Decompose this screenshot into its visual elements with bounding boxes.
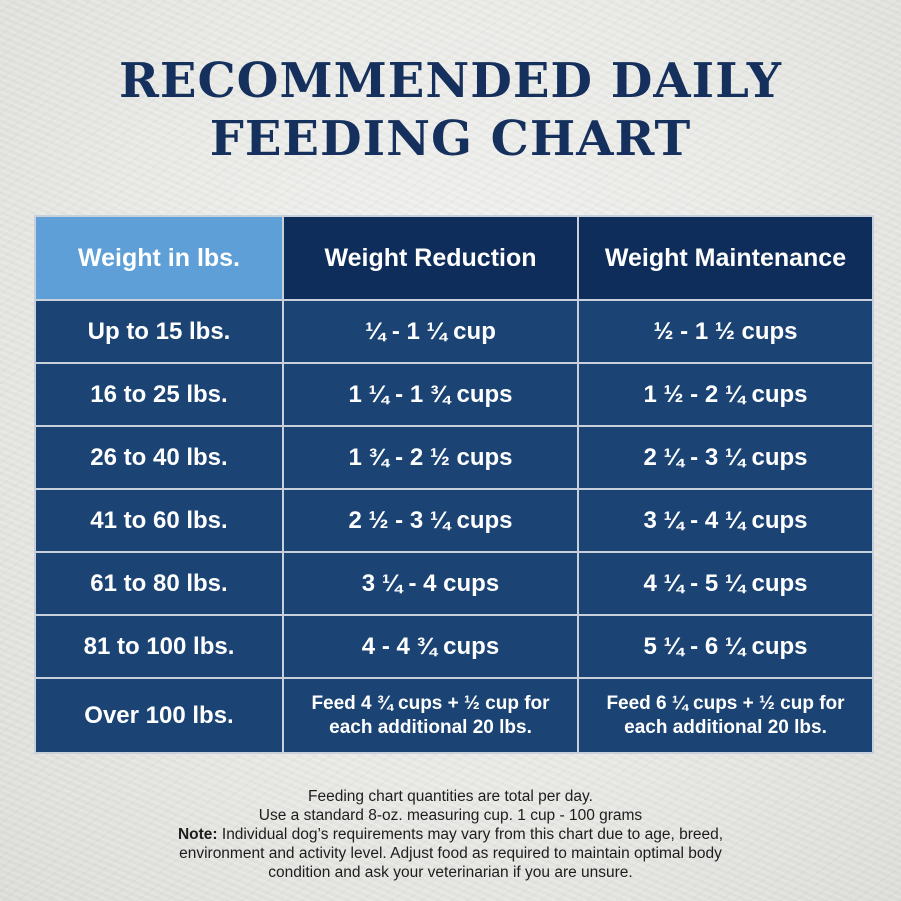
- table-row: 41 to 60 lbs. 2 ½ - 3 ¼ cups 3 ¼ - 4 ¼ c…: [34, 488, 874, 553]
- reduction-line-1: Feed 4 ¾ cups + ½ cup for: [311, 692, 550, 714]
- cell-maintenance: 4 ¼ - 5 ¼ cups: [577, 551, 874, 616]
- cell-maintenance: 1 ½ - 2 ¼ cups: [577, 362, 874, 427]
- table-row: Up to 15 lbs. ¼ - 1 ¼ cup ½ - 1 ½ cups: [34, 299, 874, 364]
- cell-weight: 81 to 100 lbs.: [34, 614, 284, 679]
- table-header-row: Weight in lbs. Weight Reduction Weight M…: [34, 215, 874, 301]
- cell-reduction: 2 ½ - 3 ¼ cups: [282, 488, 579, 553]
- cell-maintenance: 5 ¼ - 6 ¼ cups: [577, 614, 874, 679]
- cell-reduction: Feed 4 ¾ cups + ½ cup for each additiona…: [282, 677, 579, 754]
- table-row: 81 to 100 lbs. 4 - 4 ¾ cups 5 ¼ - 6 ¼ cu…: [34, 614, 874, 679]
- cell-weight: 26 to 40 lbs.: [34, 425, 284, 490]
- cell-weight: 41 to 60 lbs.: [34, 488, 284, 553]
- table-row: 26 to 40 lbs. 1 ¾ - 2 ½ cups 2 ¼ - 3 ¼ c…: [34, 425, 874, 490]
- cell-maintenance: Feed 6 ¼ cups + ½ cup for each additiona…: [577, 677, 874, 754]
- reduction-line-2: each additional 20 lbs.: [329, 716, 532, 738]
- maintenance-line-1: Feed 6 ¼ cups + ½ cup for: [606, 692, 845, 714]
- title-line-1: RECOMMENDED DAILY: [118, 53, 783, 109]
- header-weight-maintenance: Weight Maintenance: [577, 215, 874, 301]
- cell-weight: Up to 15 lbs.: [34, 299, 284, 364]
- footer-note: Feeding chart quantities are total per d…: [0, 787, 901, 882]
- note-text-1: Individual dog’s requirements may vary f…: [217, 826, 724, 843]
- note-label: Note:: [177, 826, 218, 843]
- cell-reduction: 1 ¼ - 1 ¾ cups: [282, 362, 579, 427]
- table-row: 16 to 25 lbs. 1 ¼ - 1 ¾ cups 1 ½ - 2 ¼ c…: [34, 362, 874, 427]
- footer-note-line-1: Note: Individual dog’s requirements may …: [0, 825, 901, 844]
- cell-reduction: 3 ¼ - 4 cups: [282, 551, 579, 616]
- cell-maintenance: ½ - 1 ½ cups: [577, 299, 874, 364]
- cell-maintenance: 3 ¼ - 4 ¼ cups: [577, 488, 874, 553]
- footer-line-2: Use a standard 8-oz. measuring cup. 1 cu…: [258, 807, 643, 824]
- header-weight-reduction: Weight Reduction: [282, 215, 579, 301]
- cell-weight: 61 to 80 lbs.: [34, 551, 284, 616]
- cell-reduction: ¼ - 1 ¼ cup: [282, 299, 579, 364]
- cell-reduction: 1 ¾ - 2 ½ cups: [282, 425, 579, 490]
- maintenance-line-2: each additional 20 lbs.: [624, 716, 827, 738]
- cell-reduction: 4 - 4 ¾ cups: [282, 614, 579, 679]
- table-row: 61 to 80 lbs. 3 ¼ - 4 cups 4 ¼ - 5 ¼ cup…: [34, 551, 874, 616]
- page-title: RECOMMENDED DAILY FEEDING CHART: [0, 52, 901, 168]
- footer-line-1: Feeding chart quantities are total per d…: [308, 788, 593, 805]
- cell-weight: Over 100 lbs.: [34, 677, 284, 754]
- footer-note-line-2: environment and activity level. Adjust f…: [179, 845, 722, 862]
- footer-note-line-3: condition and ask your veterinarian if y…: [268, 864, 633, 881]
- feeding-chart-table: Weight in lbs. Weight Reduction Weight M…: [34, 215, 874, 754]
- cell-weight: 16 to 25 lbs.: [34, 362, 284, 427]
- cell-maintenance: 2 ¼ - 3 ¼ cups: [577, 425, 874, 490]
- title-line-2: FEEDING CHART: [209, 111, 692, 167]
- header-weight: Weight in lbs.: [34, 215, 284, 301]
- table-row-over-100: Over 100 lbs. Feed 4 ¾ cups + ½ cup for …: [34, 677, 874, 754]
